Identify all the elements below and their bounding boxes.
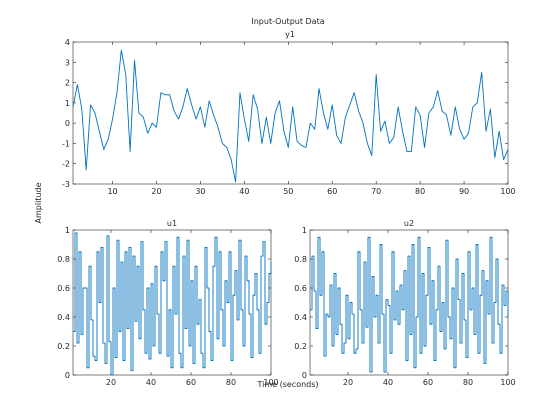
x-tick-label-y1-5: 60 — [327, 187, 337, 196]
axes-box-y1 — [72, 41, 509, 185]
y-tick-label-y1-1: -2 — [62, 160, 70, 169]
y-tick-label-u2-0: 0 — [302, 371, 307, 380]
y-tick-label-u1-4: 0.8 — [57, 255, 70, 264]
y-tick-label-u2-4: 0.8 — [294, 255, 307, 264]
plot-title-u2: u2 — [404, 219, 414, 228]
series-line-y1-0 — [72, 49, 509, 183]
x-tick-label-u2-4: 100 — [500, 378, 515, 387]
plot-title-y1: y1 — [285, 30, 295, 39]
x-tick-label-y1-6: 70 — [371, 187, 381, 196]
y-tick-label-u1-5: 1 — [65, 226, 70, 235]
series-line-u2-0 — [310, 236, 509, 373]
figure-title: Input-Output Data — [251, 17, 324, 26]
y-tick-label-y1-7: 4 — [65, 38, 70, 47]
y-tick-label-u2-1: 0.2 — [294, 342, 307, 351]
plot-title-u1: u1 — [167, 219, 177, 228]
x-tick-label-y1-0: 10 — [107, 187, 117, 196]
y-tick-label-u1-2: 0.4 — [57, 313, 70, 322]
y-tick-label-y1-2: -1 — [62, 139, 70, 148]
x-tick-label-y1-1: 20 — [151, 187, 161, 196]
x-tick-label-u2-3: 80 — [463, 378, 473, 387]
axes-box-u1 — [72, 229, 272, 376]
y-tick-label-y1-3: 0 — [65, 119, 70, 128]
x-tick-label-y1-3: 40 — [239, 187, 249, 196]
y-tick-label-u2-3: 0.6 — [294, 284, 307, 293]
x-tick-label-u2-2: 60 — [423, 378, 433, 387]
x-tick-label-u2-1: 40 — [383, 378, 393, 387]
y-tick-label-y1-4: 1 — [65, 99, 70, 108]
y-tick-label-u2-2: 0.4 — [294, 313, 307, 322]
x-tick-label-y1-4: 50 — [283, 187, 293, 196]
figure-ylabel: Amplitude — [34, 182, 43, 223]
series-line-u1-0 — [73, 232, 272, 376]
y-tick-label-u1-3: 0.6 — [57, 284, 70, 293]
y-tick-label-y1-5: 2 — [65, 79, 70, 88]
plot-y1: y1 10 20 30 40 50 60 70 80 90 100 -3 -2 -1 0 1 2 3 4 — [62, 30, 516, 196]
y-tick-label-u1-0: 0 — [65, 371, 70, 380]
x-tick-label-u1-2: 60 — [186, 378, 196, 387]
y-tick-label-u2-5: 1 — [302, 226, 307, 235]
x-tick-label-u1-3: 80 — [226, 378, 236, 387]
y-tick-label-u1-1: 0.2 — [57, 342, 70, 351]
x-tick-label-u1-1: 40 — [146, 378, 156, 387]
y-tick-label-y1-0: -3 — [62, 180, 70, 189]
plot-u1: u1 20 40 60 80 100 0 0.2 0.4 0.6 0.8 1 — [57, 219, 278, 387]
x-tick-label-u2-0: 20 — [343, 378, 353, 387]
figure-xlabel: Time (seconds) — [256, 380, 318, 389]
y-tick-label-y1-6: 3 — [65, 58, 70, 67]
x-tick-label-y1-7: 80 — [415, 187, 425, 196]
plot-u2: u2 20 40 60 80 100 0 0.2 0.4 0.6 0.8 1 — [294, 219, 515, 387]
x-tick-label-u1-0: 20 — [106, 378, 116, 387]
x-tick-label-y1-8: 90 — [459, 187, 469, 196]
x-tick-label-y1-2: 30 — [195, 187, 205, 196]
x-tick-label-y1-9: 100 — [500, 187, 515, 196]
x-tick-label-u1-4: 100 — [263, 378, 278, 387]
